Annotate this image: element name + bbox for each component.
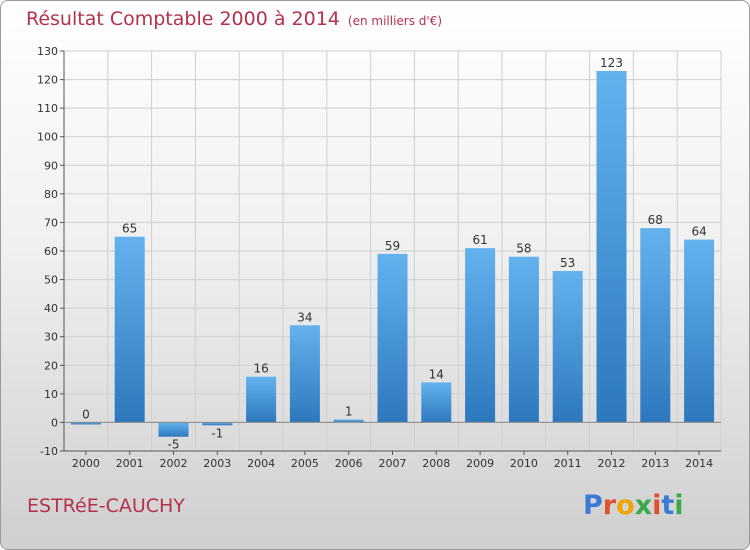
bar (552, 271, 583, 423)
bars (70, 71, 715, 437)
x-tick-label: 2010 (510, 457, 538, 470)
labels: -10 0 10 20 30 40 50 60 70 80 90 100 110 120 130 0 2000 6… (37, 45, 713, 470)
x-tick-label: 2009 (466, 457, 494, 470)
x-tick-label: 2011 (554, 457, 582, 470)
bar-value-label: 68 (648, 213, 663, 227)
bar (465, 248, 496, 423)
bar-value-label: 58 (516, 242, 531, 256)
y-tick-label: 90 (44, 159, 58, 172)
bar-value-label: 0 (82, 407, 90, 421)
x-tick-label: 2003 (203, 457, 231, 470)
y-tick-label: 120 (37, 74, 58, 87)
bar (377, 253, 408, 423)
commune-name: ESTRéE-CAUCHY (27, 495, 185, 517)
x-tick-label: 2000 (72, 457, 100, 470)
y-tick-label: 130 (37, 45, 58, 58)
y-tick-label: 0 (51, 416, 58, 429)
bar-value-label: 34 (297, 310, 312, 324)
y-tick-label: 40 (44, 302, 58, 315)
bar (684, 239, 715, 423)
x-tick-label: 2001 (116, 457, 144, 470)
x-tick-label: 2008 (422, 457, 450, 470)
y-tick-label: 60 (44, 245, 58, 258)
logo-letter: P (583, 490, 603, 521)
x-tick-label: 2014 (685, 457, 713, 470)
bar-value-label: 61 (472, 233, 487, 247)
logo-letter: x (634, 490, 653, 521)
logo-letter: t (661, 490, 675, 521)
logo-letter: o (616, 490, 635, 521)
y-tick-label: 50 (44, 274, 58, 287)
y-tick-label: 80 (44, 188, 58, 201)
bar (202, 422, 233, 426)
bar (289, 325, 320, 423)
bar-value-label: -5 (168, 438, 180, 452)
bar (158, 422, 189, 437)
unit-note: (en milliers d'€) (347, 14, 443, 28)
y-tick-label: 30 (44, 331, 58, 344)
bar (508, 256, 539, 423)
y-tick-label: 100 (37, 131, 58, 144)
bar-value-label: -1 (211, 426, 223, 440)
logo-letter: i (652, 490, 662, 521)
bar (640, 228, 671, 423)
bar (246, 376, 277, 423)
bar (333, 419, 364, 423)
chart-title-text: Résultat Comptable 2000 à 2014 (26, 8, 340, 30)
x-tick-label: 2002 (160, 457, 188, 470)
axes (60, 50, 721, 455)
logo-letter: i (674, 490, 684, 521)
bar-value-label: 14 (429, 367, 444, 381)
x-tick-label: 2013 (641, 457, 669, 470)
bar-value-label: 59 (385, 239, 400, 253)
bar-value-label: 16 (253, 362, 268, 376)
x-tick-label: 2005 (291, 457, 319, 470)
bar-value-label: 123 (600, 56, 623, 70)
bar (70, 422, 101, 425)
bar (596, 71, 627, 423)
chart-title: Résultat Comptable 2000 à 2014 (en millie… (26, 8, 442, 30)
bar (114, 236, 145, 423)
bar (421, 382, 452, 423)
x-tick-label: 2004 (247, 457, 275, 470)
y-tick-label: -10 (40, 445, 58, 458)
bar-value-label: 65 (122, 222, 137, 236)
bar-value-label: 64 (691, 225, 706, 239)
y-tick-label: 70 (44, 216, 58, 229)
x-tick-label: 2007 (379, 457, 407, 470)
bar-value-label: 1 (345, 405, 353, 419)
x-tick-label: 2012 (598, 457, 626, 470)
x-tick-label: 2006 (335, 457, 363, 470)
y-tick-label: 20 (44, 359, 58, 372)
logo-letter: r (602, 490, 617, 521)
proxiti-logo: Proxiti (583, 490, 684, 521)
y-tick-label: 10 (44, 388, 58, 401)
bar-value-label: 53 (560, 256, 575, 270)
y-tick-label: 110 (37, 102, 58, 115)
